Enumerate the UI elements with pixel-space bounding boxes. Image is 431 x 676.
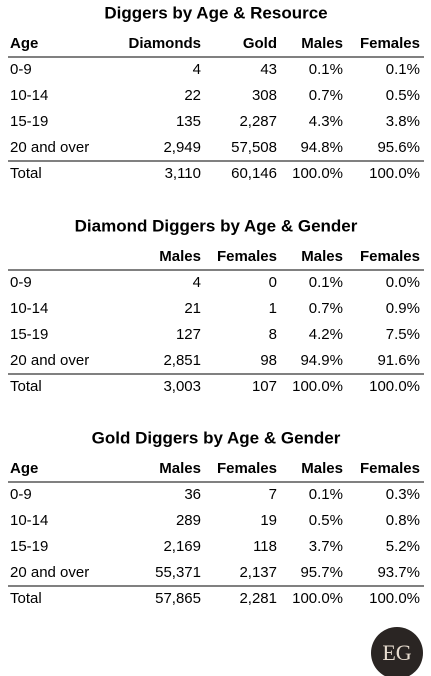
table-cell: 4.3%: [309, 113, 343, 130]
table-cell: 2,137: [239, 564, 277, 581]
table-cell: 127: [176, 326, 201, 343]
table-cell: 10-14: [10, 87, 48, 104]
logo-badge: [371, 627, 423, 676]
total-cell: 60,146: [231, 165, 277, 182]
table-cell: 0.1%: [309, 274, 343, 291]
table-cell: 0: [269, 274, 277, 291]
table-cell: 57,508: [231, 139, 277, 156]
total-cell: 100.0%: [292, 378, 343, 395]
table-cell: 8: [269, 326, 277, 343]
table-cell: 0.0%: [386, 274, 420, 291]
table-cell: 118: [253, 538, 277, 555]
table-cell: 0.8%: [386, 512, 420, 529]
column-header: Females: [360, 248, 420, 265]
table-cell: 94.9%: [300, 352, 343, 369]
table-cell: 0.9%: [386, 300, 420, 317]
table-cell: 91.6%: [377, 352, 420, 369]
column-header: Diamonds: [128, 35, 201, 52]
column-header: Females: [360, 35, 420, 52]
table-cell: 2,169: [163, 538, 201, 555]
table-cell: 93.7%: [377, 564, 420, 581]
column-header: Males: [301, 35, 343, 52]
total-cell: 3,110: [165, 165, 201, 182]
table-cell: 10-14: [10, 300, 48, 317]
table-cell: 2,287: [239, 113, 277, 130]
table-cell: 0.7%: [309, 87, 343, 104]
column-header: Males: [301, 248, 343, 265]
column-header: Age: [10, 460, 38, 477]
table-cell: 15-19: [10, 326, 48, 343]
table-cell: 4.2%: [309, 326, 343, 343]
table-cell: 36: [184, 486, 201, 503]
logo-text: EG: [382, 640, 411, 665]
table-cell: 2,949: [163, 139, 201, 156]
table-cell: 98: [260, 352, 277, 369]
table-cell: 0.1%: [309, 61, 343, 78]
table-cell: 1: [269, 300, 277, 317]
table-cell: 5.2%: [386, 538, 420, 555]
column-header: Females: [217, 460, 277, 477]
table-cell: 20 and over: [10, 139, 89, 156]
table-cell: 22: [184, 87, 201, 104]
total-cell: 3,003: [163, 378, 201, 395]
table-cell: 2,851: [163, 352, 201, 369]
table-cell: 0.1%: [309, 486, 343, 503]
column-header: Males: [159, 248, 201, 265]
table-cell: 20 and over: [10, 352, 89, 369]
total-cell: Total: [10, 378, 42, 395]
total-cell: 107: [252, 378, 277, 395]
total-cell: 100.0%: [292, 590, 343, 607]
table-cell: 0.7%: [309, 300, 343, 317]
table-cell: 94.8%: [300, 139, 343, 156]
table-cell: 3.8%: [386, 113, 420, 130]
table-cell: 15-19: [10, 113, 48, 130]
total-cell: 100.0%: [369, 590, 420, 607]
total-cell: 57,865: [155, 590, 201, 607]
table-cell: 4: [193, 61, 201, 78]
table-cell: 7: [269, 486, 277, 503]
total-cell: 100.0%: [292, 165, 343, 182]
column-header: Females: [217, 248, 277, 265]
total-cell: Total: [10, 165, 42, 182]
table-cell: 95.7%: [300, 564, 343, 581]
table-title: Diamond Diggers by Age & Gender: [75, 216, 358, 235]
table-cell: 0-9: [10, 274, 32, 291]
table-cell: 0-9: [10, 486, 32, 503]
table-cell: 289: [176, 512, 201, 529]
total-cell: 100.0%: [369, 378, 420, 395]
table-cell: 7.5%: [386, 326, 420, 343]
total-cell: 100.0%: [369, 165, 420, 182]
column-header: Males: [301, 460, 343, 477]
table-cell: 4: [193, 274, 201, 291]
table-cell: 10-14: [10, 512, 48, 529]
total-cell: 2,281: [239, 590, 277, 607]
table-cell: 55,371: [155, 564, 201, 581]
table-cell: 20 and over: [10, 564, 89, 581]
table-cell: 0-9: [10, 61, 32, 78]
table-cell: 3.7%: [309, 538, 343, 555]
table-cell: 15-19: [10, 538, 48, 555]
table-cell: 0.3%: [386, 486, 420, 503]
column-header: Gold: [243, 35, 277, 52]
total-cell: Total: [10, 590, 42, 607]
table-title: Diggers by Age & Resource: [104, 3, 327, 22]
table-cell: 19: [260, 512, 277, 529]
table-title: Gold Diggers by Age & Gender: [92, 428, 341, 447]
table-cell: 21: [184, 300, 201, 317]
table-cell: 43: [260, 61, 277, 78]
column-header: Females: [360, 460, 420, 477]
column-header: Males: [159, 460, 201, 477]
table-cell: 0.5%: [309, 512, 343, 529]
table-cell: 0.1%: [386, 61, 420, 78]
table-cell: 135: [176, 113, 201, 130]
table-cell: 95.6%: [377, 139, 420, 156]
column-header: Age: [10, 35, 38, 52]
table-cell: 308: [252, 87, 277, 104]
table-cell: 0.5%: [386, 87, 420, 104]
